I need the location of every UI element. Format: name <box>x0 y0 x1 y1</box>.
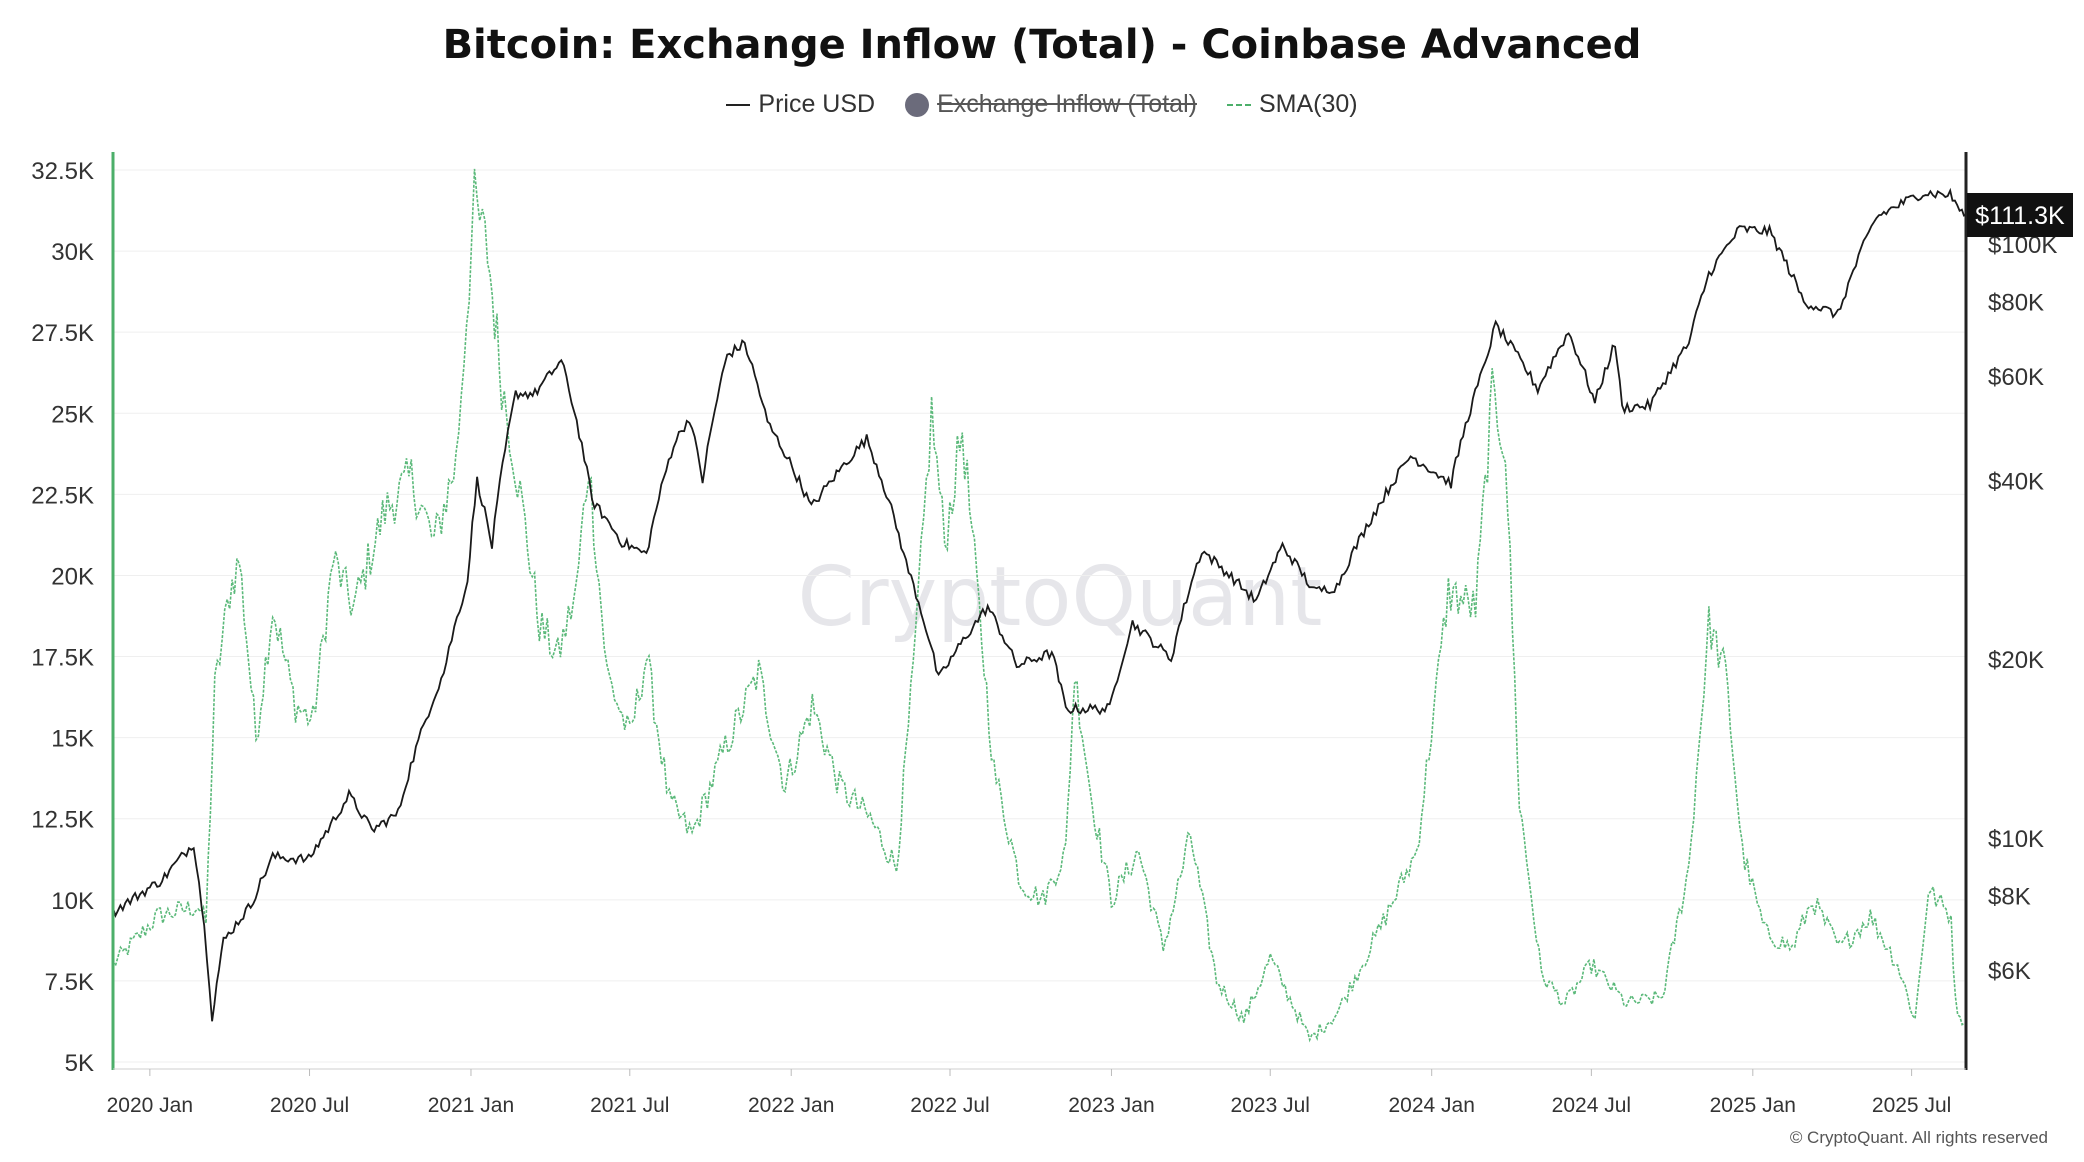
current-price-tag: $111.3K <box>1967 193 2073 237</box>
left-tick-label: 7.5K <box>45 969 94 996</box>
legend-item-inflow[interactable]: Exchange Inflow (Total) <box>905 90 1197 119</box>
x-tick-label: 2023 Jul <box>1231 1094 1310 1117</box>
right-tick-label: $10K <box>1988 826 2044 853</box>
legend-item-price[interactable]: Price USD <box>726 90 875 119</box>
price-line <box>112 187 1966 1022</box>
legend-inflow-swatch <box>905 92 930 117</box>
left-tick-label: 25K <box>51 401 94 428</box>
left-tick-label: 27.5K <box>31 320 94 347</box>
sma-line <box>112 168 1965 1043</box>
current-price-label: $111.3K <box>1975 202 2065 230</box>
right-tick-label: $20K <box>1988 647 2044 674</box>
legend-price-swatch <box>726 103 751 106</box>
right-tick-label: $80K <box>1988 290 2044 317</box>
sma-series <box>112 168 1965 1043</box>
x-tick-label: 2025 Jan <box>1710 1094 1796 1117</box>
x-tick-label: 2023 Jan <box>1068 1094 1154 1117</box>
right-tick-label: $60K <box>1988 364 2044 391</box>
legend-inflow-label: Exchange Inflow (Total) <box>937 90 1197 118</box>
x-tick-label: 2025 Jul <box>1872 1094 1951 1117</box>
left-tick-label: 12.5K <box>31 807 94 834</box>
left-tick-label: 32.5K <box>31 158 94 185</box>
right-tick-label: $6K <box>1988 958 2031 985</box>
right-axis-labels: $100K$80K$60K$40K$20K$10K$8K$6K <box>1988 232 2057 985</box>
chart-legend: Price USD Exchange Inflow (Total) SMA(30… <box>0 90 2084 119</box>
x-tick-label: 2020 Jan <box>107 1094 193 1117</box>
left-tick-label: 17.5K <box>31 645 94 672</box>
price-series <box>112 187 1966 1022</box>
x-tick-label: 2022 Jan <box>748 1094 834 1117</box>
legend-sma-swatch <box>1226 103 1251 106</box>
x-axis-labels: 2020 Jan 2020 Jul 2021 Jan 2021 Jul 2022 Jan… <box>107 1069 1951 1117</box>
left-tick-label: 15K <box>51 726 94 753</box>
x-tick-label: 2021 Jul <box>590 1094 669 1117</box>
left-tick-label: 30K <box>51 239 94 266</box>
x-tick-label: 2022 Jul <box>910 1094 989 1117</box>
left-tick-label: 22.5K <box>31 482 94 509</box>
x-tick-label: 2020 Jul <box>270 1094 349 1117</box>
chart-title: Bitcoin: Exchange Inflow (Total) - Coinb… <box>442 22 1642 68</box>
legend-price-label: Price USD <box>758 90 876 118</box>
watermark: CryptoQuant <box>798 550 1323 645</box>
legend-sma-label: SMA(30) <box>1258 90 1358 118</box>
current-price-box <box>1967 193 2073 237</box>
left-axis-labels: 32.5K 30K 27.5K 25K 22.5K 20K 17.5K 15K 12.5K 10K… <box>31 158 94 1077</box>
x-tick-label: 2021 Jan <box>428 1094 514 1117</box>
grid-lines <box>113 169 1966 1063</box>
left-tick-label: 10K <box>51 888 94 915</box>
left-tick-label: 20K <box>51 563 94 590</box>
x-tick-label: 2024 Jan <box>1388 1094 1474 1117</box>
left-tick-label: 5K <box>65 1050 94 1077</box>
right-tick-label: $40K <box>1988 468 2044 495</box>
x-tick-label: 2024 Jul <box>1552 1094 1631 1117</box>
copyright-notice: © CryptoQuant. All rights reserved <box>1789 1128 2048 1147</box>
right-tick-label: $8K <box>1988 884 2031 911</box>
legend-item-sma[interactable]: SMA(30) <box>1226 90 1358 119</box>
